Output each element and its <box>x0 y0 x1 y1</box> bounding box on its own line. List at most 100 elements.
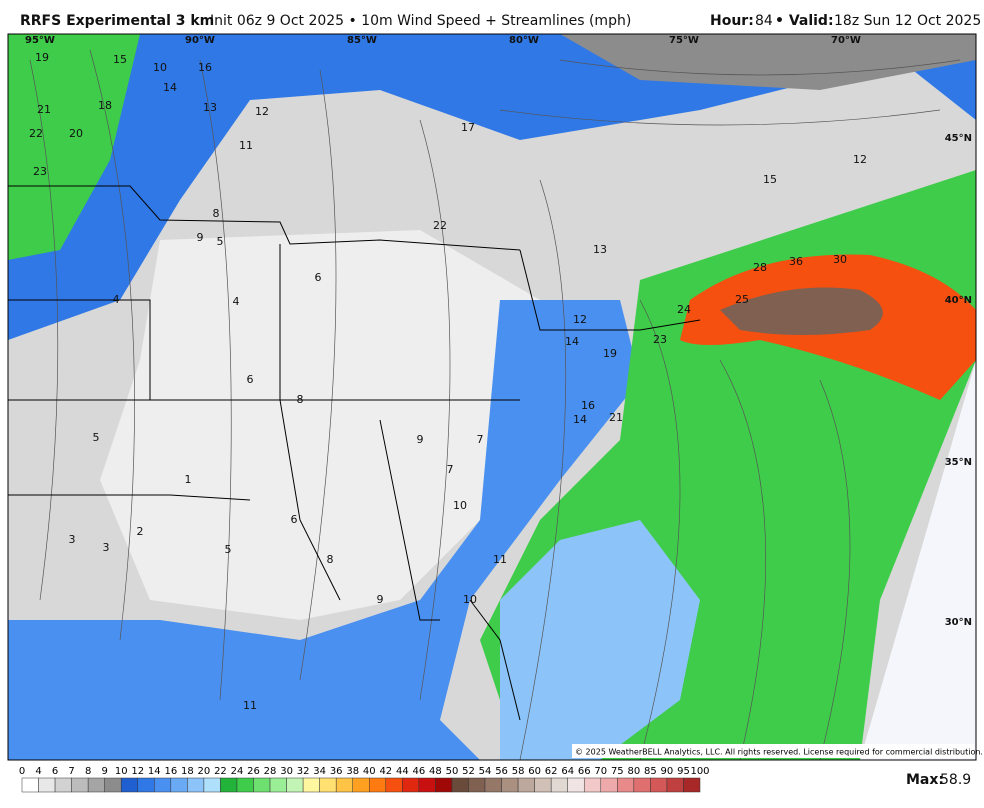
colorbar-tick-label: 8 <box>85 766 91 777</box>
colorbar-bin <box>170 777 188 793</box>
wind-speed-label: 13 <box>593 243 607 256</box>
ocean-blue <box>500 520 700 760</box>
wind-speed-label: 9 <box>417 433 424 446</box>
wind-speed-label: 5 <box>217 235 224 248</box>
wind-speed-label: 6 <box>315 271 322 284</box>
wind-speed-label: 10 <box>453 499 467 512</box>
colorbar-bin <box>534 777 552 793</box>
wind-speed-label: 12 <box>255 105 269 118</box>
longitude-label: 70°W <box>831 35 861 46</box>
valid-label: • Valid: <box>775 13 834 29</box>
wind-speed-label: 6 <box>291 513 298 526</box>
wind-speed-label: 8 <box>213 207 220 220</box>
wind-speed-label: 7 <box>447 463 454 476</box>
wind-speed-label: 24 <box>677 303 691 316</box>
colorbar-bin <box>501 777 519 793</box>
wind-speed-label: 5 <box>225 543 232 556</box>
wind-speed-label: 13 <box>203 101 217 114</box>
colorbar-tick-label: 95 <box>677 766 690 777</box>
colorbar-tick-label: 20 <box>198 766 211 777</box>
colorbar-bin <box>600 777 618 793</box>
colorbar-bin <box>220 777 238 793</box>
wind-speed-label: 17 <box>461 121 475 134</box>
borders <box>8 185 701 721</box>
colorbar-bin <box>54 777 72 793</box>
colorbar-bin <box>21 777 39 793</box>
wind-speed-label: 6 <box>247 373 254 386</box>
copyright-box <box>572 744 974 758</box>
wind-speed-label: 23 <box>33 165 47 178</box>
colorbar-tick-label: 32 <box>297 766 310 777</box>
region-gray <box>560 34 976 90</box>
colorbar-tick-label: 85 <box>644 766 657 777</box>
colorbar-bin <box>104 777 122 793</box>
colorbar-tick-label: 100 <box>690 766 709 777</box>
wind-speed-label: 21 <box>609 411 623 424</box>
max-value: 58.9 <box>940 772 971 788</box>
map <box>8 34 976 760</box>
wind-speed-label: 4 <box>113 293 120 306</box>
colorbar-tick-label: 44 <box>396 766 409 777</box>
wind-speed-label: 11 <box>239 139 253 152</box>
wind-speed-label: 5 <box>93 431 100 444</box>
wind-speed-label: 1 <box>185 473 192 486</box>
colorbar-tick-label: 90 <box>661 766 674 777</box>
colorbar-tick-label: 18 <box>181 766 194 777</box>
colorbar-bin <box>319 777 337 793</box>
wind-speed-label: 14 <box>163 81 177 94</box>
colorbar-tick-label: 28 <box>264 766 277 777</box>
colorbar-tick-label: 42 <box>379 766 392 777</box>
colorbar-tick-label: 50 <box>446 766 459 777</box>
wind-speed-label: 12 <box>573 313 587 326</box>
colorbar-tick-label: 56 <box>495 766 508 777</box>
colorbar-bin <box>302 777 320 793</box>
wind-speed-label: 21 <box>37 103 51 116</box>
colorbar-bin <box>187 777 205 793</box>
wind-speed-label: 9 <box>197 231 204 244</box>
wind-speed-label: 15 <box>763 173 777 186</box>
longitude-label: 80°W <box>509 35 539 46</box>
colorbar-bin <box>335 777 353 793</box>
colorbar-tick-label: 80 <box>627 766 640 777</box>
wind-speed-label: 11 <box>493 553 507 566</box>
colorbar-tick-label: 7 <box>68 766 74 777</box>
wind-speed-label: 23 <box>653 333 667 346</box>
map-frame <box>7 33 977 761</box>
wind-speed-label: 11 <box>243 699 257 712</box>
colorbar-tick-label: 64 <box>561 766 574 777</box>
wind-speed-label: 14 <box>565 335 579 348</box>
colorbar-bin <box>418 777 436 793</box>
wind-speed-label: 9 <box>377 593 384 606</box>
subtitle: Init 06z 9 Oct 2025 • 10m Wind Speed + S… <box>210 13 631 29</box>
latitude-label: 30°N <box>945 617 972 628</box>
longitude-label: 95°W <box>25 35 55 46</box>
colorbar-bin <box>369 777 387 793</box>
colorbar-tick-label: 54 <box>479 766 492 777</box>
colorbar-bin <box>484 777 502 793</box>
storm-core <box>720 287 883 335</box>
wind-speed-label: 8 <box>297 393 304 406</box>
colorbar-tick-label: 30 <box>280 766 293 777</box>
colorbar-tick-label: 14 <box>148 766 161 777</box>
colorbar-bin <box>203 777 221 793</box>
colorbar-tick-label: 12 <box>131 766 144 777</box>
wind-speed-label: 8 <box>327 553 334 566</box>
wind-speed-label: 30 <box>833 253 847 266</box>
region-blue-south <box>8 300 640 760</box>
longitude-label: 75°W <box>669 35 699 46</box>
wind-speed-label: 2 <box>137 525 144 538</box>
wind-speed-label: 18 <box>98 99 112 112</box>
colorbar-tick-label: 52 <box>462 766 475 777</box>
wind-speed-label: 10 <box>153 61 167 74</box>
latitude-label: 45°N <box>945 133 972 144</box>
colorbar-tick-label: 40 <box>363 766 376 777</box>
colorbar-bin <box>137 777 155 793</box>
wind-speed-label: 16 <box>198 61 212 74</box>
wind-speed-label: 20 <box>69 127 83 140</box>
colorbar-bin <box>71 777 89 793</box>
colorbar-tick-label: 70 <box>594 766 607 777</box>
colorbar-bin <box>617 777 635 793</box>
colorbar-tick-label: 26 <box>247 766 260 777</box>
latitude-label: 40°N <box>945 295 972 306</box>
